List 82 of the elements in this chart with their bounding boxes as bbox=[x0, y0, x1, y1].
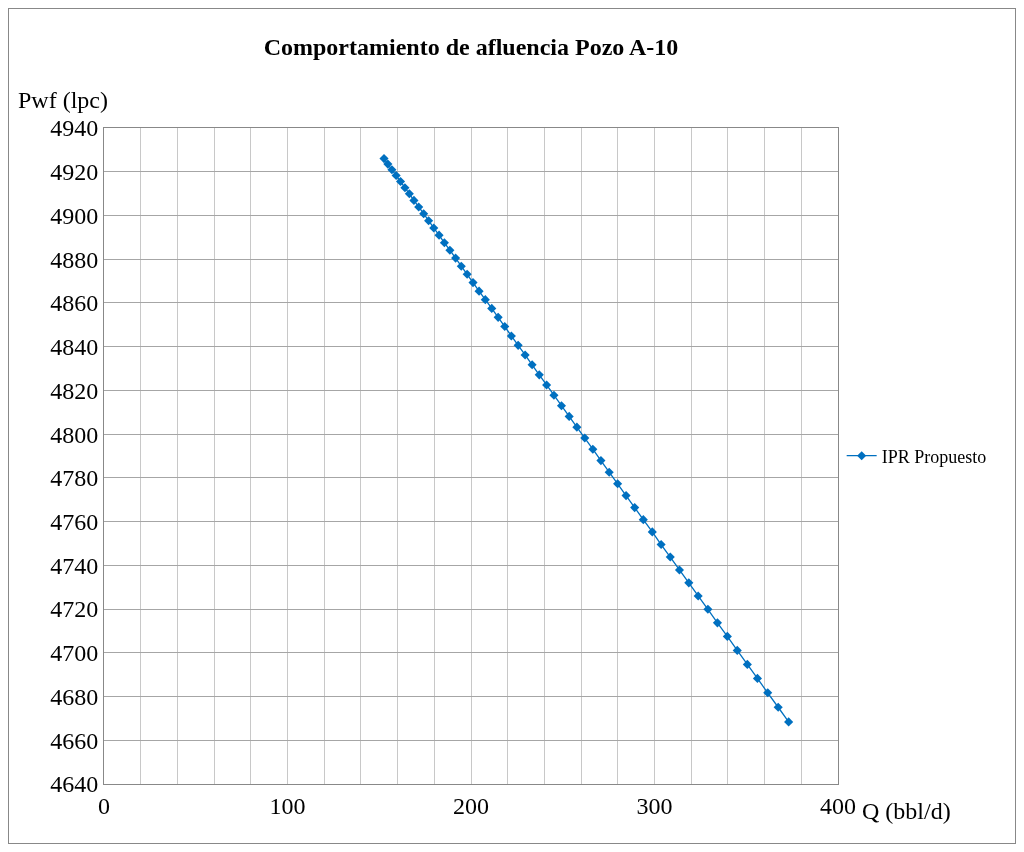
point bbox=[693, 591, 703, 601]
point bbox=[752, 673, 762, 683]
point bbox=[604, 467, 614, 477]
point bbox=[445, 245, 455, 255]
point bbox=[409, 195, 419, 205]
point bbox=[383, 159, 393, 169]
point bbox=[703, 604, 713, 614]
point bbox=[596, 456, 606, 466]
point bbox=[474, 286, 484, 296]
point bbox=[638, 515, 648, 525]
point bbox=[773, 702, 783, 712]
point bbox=[534, 370, 544, 380]
point bbox=[732, 645, 742, 655]
point bbox=[429, 223, 439, 233]
point bbox=[434, 230, 444, 240]
point bbox=[439, 238, 449, 248]
point bbox=[588, 444, 598, 454]
point bbox=[506, 331, 516, 341]
point bbox=[456, 261, 466, 271]
point bbox=[613, 479, 623, 489]
point bbox=[542, 380, 552, 390]
point bbox=[630, 503, 640, 513]
point bbox=[493, 312, 503, 322]
point bbox=[712, 618, 722, 628]
point bbox=[647, 527, 657, 537]
point bbox=[572, 422, 582, 432]
point bbox=[468, 278, 478, 288]
y-tick-label: 4660 bbox=[50, 727, 99, 754]
y-tick-label: 4720 bbox=[50, 596, 99, 623]
point bbox=[379, 154, 389, 164]
point bbox=[513, 340, 523, 350]
point bbox=[419, 209, 429, 219]
point bbox=[564, 411, 574, 421]
x-tick-label: 0 bbox=[98, 792, 110, 819]
point bbox=[404, 189, 414, 199]
point bbox=[424, 216, 434, 226]
y-tick-label: 4780 bbox=[50, 465, 99, 492]
point bbox=[674, 565, 685, 575]
point bbox=[451, 253, 461, 263]
x-tick-label: 400 bbox=[820, 792, 856, 819]
point bbox=[387, 165, 397, 175]
y-tick-label: 4840 bbox=[50, 334, 99, 361]
point bbox=[395, 177, 406, 187]
y-tick-label: 4920 bbox=[50, 159, 99, 186]
point bbox=[527, 360, 537, 370]
point bbox=[684, 578, 694, 588]
y-tick-label: 4800 bbox=[50, 421, 99, 448]
y-tick-label: 4820 bbox=[50, 377, 99, 404]
point bbox=[556, 401, 567, 411]
x-axis-title: Q (bbl/d) bbox=[862, 798, 951, 824]
y-axis-title: Pwf (lpc) bbox=[18, 87, 108, 113]
point bbox=[722, 631, 732, 641]
point bbox=[549, 390, 559, 400]
point bbox=[656, 540, 666, 550]
point bbox=[763, 688, 773, 698]
x-tick-label: 200 bbox=[453, 792, 489, 819]
y-tick-label: 4860 bbox=[50, 290, 99, 317]
x-tick-label: 100 bbox=[269, 792, 306, 819]
legend-label: IPR Propuesto bbox=[881, 446, 987, 467]
point bbox=[462, 269, 472, 279]
point bbox=[665, 552, 675, 562]
point bbox=[480, 295, 490, 305]
y-tick-label: 4700 bbox=[50, 640, 99, 667]
point bbox=[580, 433, 590, 443]
y-tick-label: 4900 bbox=[50, 202, 99, 229]
point bbox=[400, 183, 410, 193]
point bbox=[621, 491, 631, 501]
y-tick-label: 4940 bbox=[50, 115, 99, 142]
y-tick-label: 4640 bbox=[50, 771, 99, 798]
point bbox=[391, 170, 401, 180]
chart-title: Comportamiento de afluencia Pozo A-10 bbox=[263, 34, 679, 61]
point bbox=[500, 322, 510, 332]
point bbox=[742, 659, 752, 669]
x-tick-label: 300 bbox=[636, 792, 673, 819]
point bbox=[784, 717, 794, 727]
y-tick-label: 4760 bbox=[50, 509, 99, 535]
point bbox=[414, 202, 424, 212]
y-tick-label: 4680 bbox=[50, 683, 99, 710]
y-tick-label: 4740 bbox=[50, 552, 99, 579]
point bbox=[520, 350, 530, 360]
point bbox=[487, 303, 497, 313]
y-tick-label: 4880 bbox=[50, 246, 99, 273]
